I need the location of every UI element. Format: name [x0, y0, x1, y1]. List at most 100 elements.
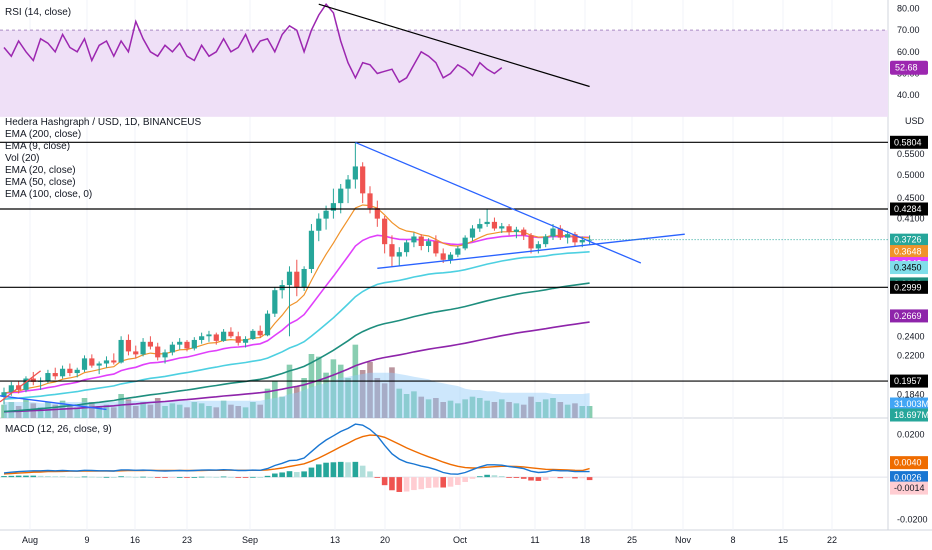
rsi-trendline [318, 3, 590, 88]
macd-histogram-bar [477, 476, 483, 478]
macd-histogram-bar [81, 476, 88, 478]
time-axis[interactable]: Aug 9 16 23 Sep 13 20 Oct 11 18 25 Nov 8 15 22 [22, 535, 837, 545]
time-tick-label: 16 [130, 535, 140, 545]
macd-histogram-bar [140, 476, 146, 478]
rsi-tick-label: 40.00 [897, 90, 920, 100]
volume-bar [206, 406, 212, 418]
price-tick-label: 0.5500 [897, 149, 925, 159]
volume-bar [169, 403, 176, 418]
candle [521, 227, 527, 240]
indicator-ema20[interactable]: EMA (20, close) [5, 165, 76, 176]
time-tick-label: 25 [627, 535, 637, 545]
rsi-band [0, 30, 888, 117]
candle-body [133, 351, 139, 355]
macd-histogram-bar [67, 476, 73, 478]
candle [491, 217, 498, 231]
volume-bar [557, 402, 564, 418]
candle [162, 349, 168, 364]
macd-histogram-bar [520, 477, 527, 479]
macd-signal-line [3, 434, 590, 475]
indicator-ema9[interactable]: EMA (9, close) [5, 141, 70, 152]
candle [81, 355, 88, 372]
indicator-ema100[interactable]: EMA (100, close, 0) [5, 189, 92, 200]
candle [499, 222, 505, 234]
rsi-last-tag [890, 60, 928, 75]
candle [323, 205, 329, 230]
time-tick-label: 9 [84, 535, 89, 545]
volume-bar [337, 364, 344, 418]
candle [462, 235, 468, 251]
volume-bar [528, 396, 534, 418]
volume-bar [162, 406, 168, 418]
candle-body [418, 236, 424, 246]
volume-bar [469, 396, 476, 418]
candle-body [74, 369, 80, 374]
volume-bar [140, 402, 146, 418]
macd-histogram-bar [586, 477, 593, 481]
macd-histogram-bar [367, 471, 373, 478]
macd-histogram-bar [381, 477, 388, 486]
volume-average-tag-bg [890, 408, 928, 422]
volume-bar [154, 398, 161, 418]
volume-bar [8, 402, 15, 418]
macd-histogram-bar [96, 476, 102, 478]
macd-histogram-bar [250, 476, 256, 478]
volume-bar [586, 406, 593, 418]
macd-histogram-bar [30, 475, 37, 478]
volume-bar [550, 398, 556, 418]
ema9-tag-bg [890, 245, 928, 259]
candle-body [103, 360, 110, 364]
volume-bar [250, 402, 256, 418]
volume-bar [315, 356, 322, 418]
volume-bar [111, 407, 117, 418]
price-tick-label: 0.1840 [897, 390, 925, 400]
macd-histogram-bar [89, 476, 95, 478]
volume-bar [257, 404, 263, 418]
candle [118, 336, 124, 364]
indicator-vol[interactable]: Vol (20) [5, 153, 39, 164]
ema50-tag: 0.3450 [894, 263, 922, 273]
macd-histogram-bar [498, 476, 505, 478]
candle-body [264, 313, 271, 336]
candle [228, 327, 234, 339]
candle-body [125, 339, 132, 352]
rsi-title: RSI (14, close) [5, 7, 71, 18]
macd-histogram-bar [301, 471, 307, 478]
level-tag-2-bg [890, 202, 928, 216]
candle [389, 235, 395, 267]
volume-bar [447, 400, 454, 418]
macd-histogram-bar [550, 477, 556, 478]
macd-histogram-bar [1, 476, 7, 478]
candle [469, 225, 476, 242]
macd-histogram-bar [411, 477, 417, 491]
candle-body [8, 385, 14, 393]
macd-histogram-bar [374, 477, 381, 478]
rsi-pane [0, 2, 888, 117]
time-tick-label: 13 [330, 535, 340, 545]
candle-body [477, 224, 483, 229]
macd-histogram-bar [191, 477, 198, 478]
descending-trendline [355, 141, 642, 264]
candle [447, 252, 454, 264]
candle [206, 330, 212, 342]
candle [484, 209, 490, 227]
candle [52, 367, 58, 380]
indicator-ema50[interactable]: EMA (50, close) [5, 177, 76, 188]
ema50-tag-bg [890, 261, 928, 275]
volume-bar [74, 407, 80, 418]
volume-bar [564, 404, 571, 418]
candle [155, 342, 161, 361]
volume-bar [272, 380, 278, 418]
volume-bar [425, 399, 432, 418]
candle-body [323, 210, 329, 219]
volume-bar [330, 359, 337, 418]
price-axis[interactable]: 80.0070.0060.0050.0040.0052.680.55000.50… [890, 4, 929, 525]
candle-body [1, 392, 7, 398]
indicator-ema200[interactable]: EMA (200, close) [5, 129, 81, 140]
macd-histogram-bar [169, 477, 176, 478]
last-price-value: 0.3726 [894, 235, 922, 245]
candle [279, 280, 285, 299]
macd-pane [0, 423, 888, 492]
candle-body [447, 254, 454, 260]
